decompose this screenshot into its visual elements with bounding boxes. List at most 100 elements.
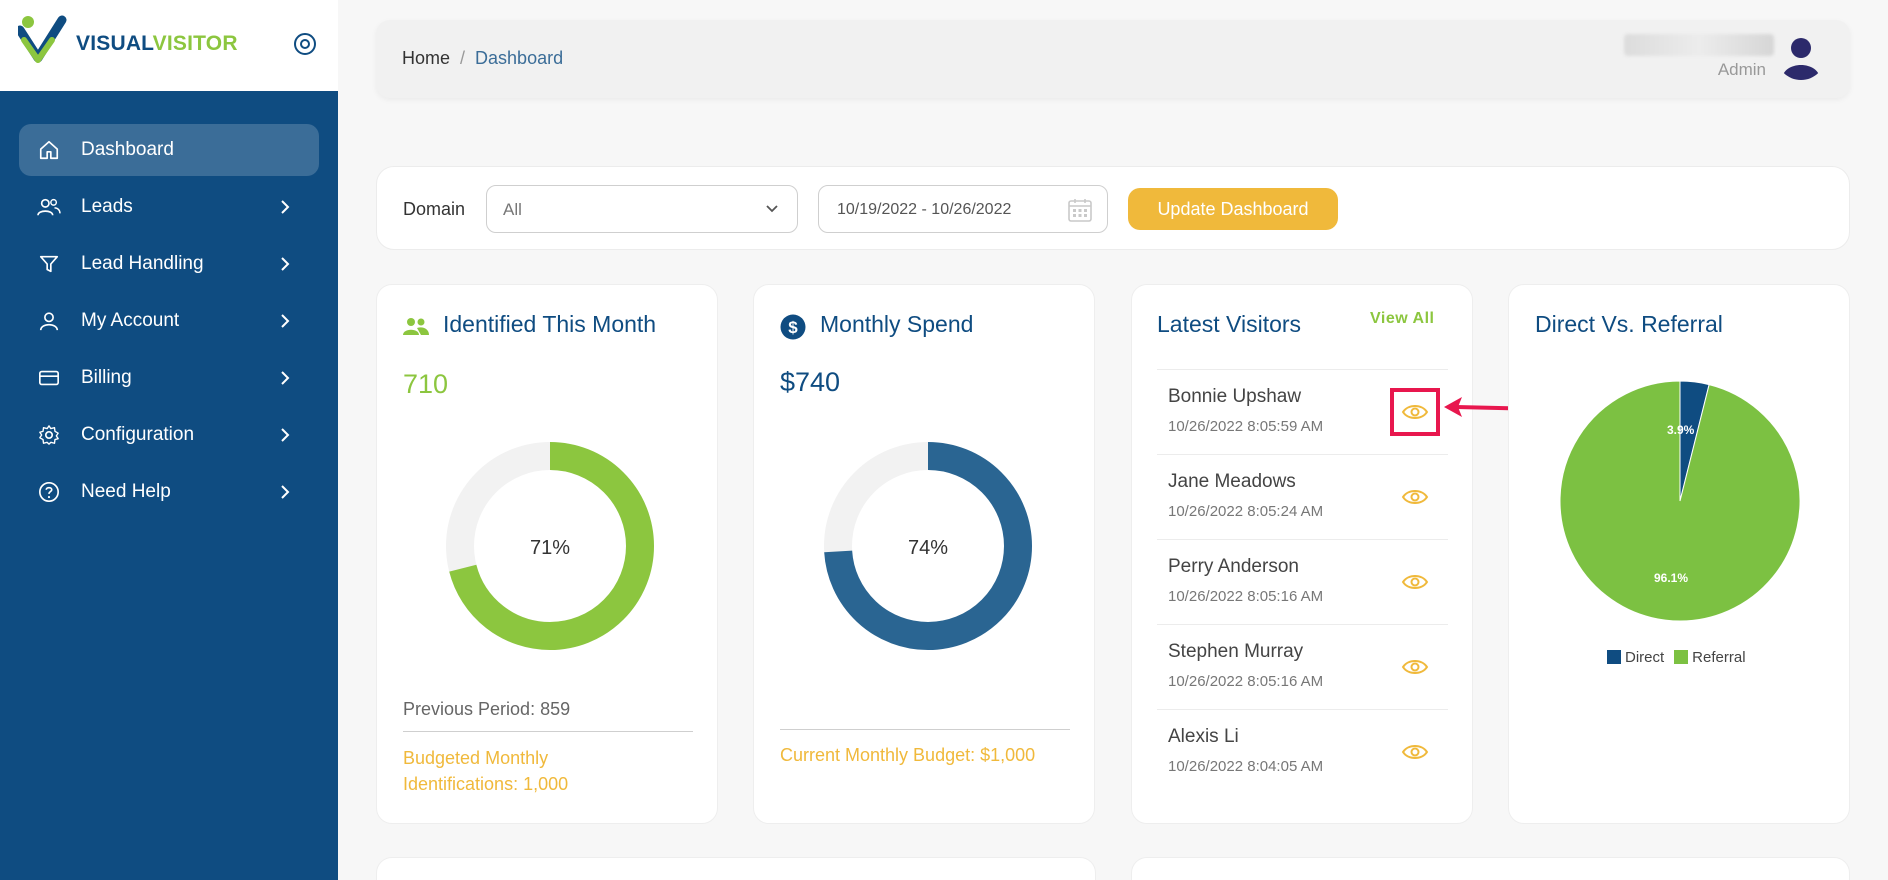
- list-item: Alexis Li 10/26/2022 8:04:05 AM: [1157, 710, 1448, 795]
- view-visitor-button[interactable]: [1390, 388, 1440, 436]
- brand-header: VISUALVISITOR: [0, 0, 338, 91]
- chevron-right-icon: [281, 314, 290, 328]
- home-icon: [37, 138, 61, 162]
- chevron-right-icon: [281, 257, 290, 271]
- spend-donut-arc: [824, 442, 1032, 650]
- sidebar-toggle-icon[interactable]: [293, 32, 317, 56]
- sidebar-item-billing[interactable]: Billing: [19, 352, 319, 404]
- eye-icon: [1401, 575, 1429, 589]
- view-visitor-button[interactable]: [1390, 558, 1440, 606]
- monthly-spend-card: $ Monthly Spend $740 74% Current Monthly…: [753, 284, 1095, 824]
- spend-donut: [824, 442, 1032, 650]
- sidebar-item-lead-handling[interactable]: Lead Handling: [19, 238, 319, 290]
- legend-item-direct[interactable]: Direct: [1607, 649, 1664, 666]
- avatar-icon: [1782, 38, 1820, 80]
- chevron-right-icon: [281, 200, 290, 214]
- identified-card: Identified This Month 710 71% Previous P…: [376, 284, 718, 824]
- user-role: Admin: [1717, 60, 1766, 79]
- visitor-time: 10/26/2022 8:05:16 AM: [1168, 588, 1324, 605]
- breadcrumb: Home / Dashboard: [402, 48, 563, 69]
- view-visitor-button[interactable]: [1390, 643, 1440, 691]
- visitor-name: Perry Anderson: [1168, 556, 1299, 577]
- visitor-time: 10/26/2022 8:05:59 AM: [1168, 418, 1324, 435]
- eye-icon: [1401, 745, 1429, 759]
- domain-label: Domain: [403, 199, 466, 219]
- identified-percent: 71%: [529, 537, 571, 559]
- sidebar-item-my-account[interactable]: My Account: [19, 295, 319, 347]
- logo-icon: [18, 15, 67, 63]
- gear-icon: [37, 423, 61, 447]
- view-visitor-button[interactable]: [1390, 728, 1440, 776]
- visitor-time: 10/26/2022 8:04:05 AM: [1168, 758, 1324, 775]
- bottom-card-right: [1131, 857, 1850, 880]
- chevron-right-icon: [281, 371, 290, 385]
- sidebar-item-need-help[interactable]: Need Help: [19, 466, 319, 518]
- visitor-time: 10/26/2022 8:05:16 AM: [1168, 673, 1324, 690]
- sidebar-item-label: My Account: [81, 310, 180, 331]
- filter-bar: Domain All 10/19/2022 - 10/26/2022 Updat…: [376, 166, 1850, 250]
- breadcrumb-home[interactable]: Home: [402, 48, 451, 68]
- filter-icon: [37, 252, 61, 276]
- card-title: Latest Visitors: [1157, 311, 1302, 337]
- list-item: Jane Meadows 10/26/2022 8:05:24 AM: [1157, 455, 1448, 540]
- sidebar-item-configuration[interactable]: Configuration: [19, 409, 319, 461]
- pie-label-direct: 3.9%: [1667, 423, 1695, 437]
- breadcrumb-current: Dashboard: [475, 48, 564, 68]
- users-icon: [37, 195, 61, 219]
- card-icon: [37, 366, 61, 390]
- sidebar-item-label: Need Help: [81, 481, 171, 502]
- divider: [403, 731, 693, 732]
- date-range-value: 10/19/2022 - 10/26/2022: [837, 201, 1012, 218]
- chevron-right-icon: [281, 428, 290, 442]
- bottom-card-left: [376, 857, 1096, 880]
- sidebar-item-dashboard[interactable]: Dashboard: [19, 124, 319, 176]
- identified-count: 710: [403, 369, 449, 399]
- user-name-redacted: [1624, 34, 1774, 56]
- sidebar: VISUALVISITOR Dashboard Leads Lead Handl…: [0, 0, 338, 880]
- visitor-name: Bonnie Upshaw: [1168, 386, 1302, 407]
- card-title: Identified This Month: [443, 311, 657, 337]
- eye-icon: [1401, 490, 1429, 504]
- budgeted-identifications: Budgeted Monthly Identifications: 1,000: [403, 748, 569, 794]
- list-item: Stephen Murray 10/26/2022 8:05:16 AM: [1157, 625, 1448, 710]
- card-title: Monthly Spend: [820, 311, 974, 337]
- legend-item-referral[interactable]: Referral: [1674, 649, 1746, 666]
- monthly-spend-amount: $740: [780, 367, 841, 397]
- previous-period: Previous Period: 859: [403, 699, 571, 719]
- sidebar-nav: Dashboard Leads Lead Handling My Account: [19, 124, 319, 523]
- svg-text:$: $: [788, 318, 798, 337]
- sidebar-item-leads[interactable]: Leads: [19, 181, 319, 233]
- domain-select[interactable]: All: [486, 185, 798, 233]
- eye-icon: [1401, 405, 1429, 419]
- eye-icon: [1401, 660, 1429, 674]
- visitor-name: Jane Meadows: [1168, 471, 1296, 492]
- breadcrumb-separator: /: [460, 48, 466, 68]
- update-dashboard-button[interactable]: Update Dashboard: [1128, 188, 1338, 230]
- top-header: Home / Dashboard Admin: [376, 20, 1850, 98]
- sidebar-item-label: Billing: [81, 367, 132, 388]
- list-item: Perry Anderson 10/26/2022 8:05:16 AM: [1157, 540, 1448, 625]
- visitor-list: Bonnie Upshaw 10/26/2022 8:05:59 AM Jane…: [1157, 369, 1448, 795]
- brand-name: VISUALVISITOR: [76, 32, 238, 55]
- legend-label: Direct: [1625, 649, 1665, 666]
- pie-slice-referral: [1559, 380, 1801, 622]
- domain-select-value: All: [503, 200, 522, 219]
- visitor-name: Alexis Li: [1168, 726, 1239, 747]
- pie-legend: Direct Referral: [1607, 649, 1746, 666]
- view-all-link[interactable]: View All: [1370, 310, 1435, 327]
- date-range-input[interactable]: 10/19/2022 - 10/26/2022: [818, 185, 1108, 233]
- identified-donut-arc: [446, 442, 654, 650]
- latest-visitors-card: Latest Visitors View All Bonnie Upshaw 1…: [1131, 284, 1473, 824]
- legend-label: Referral: [1692, 649, 1746, 666]
- visitor-name: Stephen Murray: [1168, 641, 1304, 662]
- view-visitor-button[interactable]: [1390, 473, 1440, 521]
- visitor-time: 10/26/2022 8:05:24 AM: [1168, 503, 1324, 520]
- calendar-icon[interactable]: [1067, 197, 1093, 223]
- chevron-right-icon: [281, 485, 290, 499]
- avatar[interactable]: [1776, 30, 1826, 80]
- user-icon: [37, 309, 61, 333]
- current-monthly-budget: Current Monthly Budget: $1,000: [780, 745, 1036, 765]
- dollar-icon: $: [780, 314, 806, 340]
- list-item: Bonnie Upshaw 10/26/2022 8:05:59 AM: [1157, 370, 1448, 455]
- sidebar-item-label: Dashboard: [81, 139, 174, 160]
